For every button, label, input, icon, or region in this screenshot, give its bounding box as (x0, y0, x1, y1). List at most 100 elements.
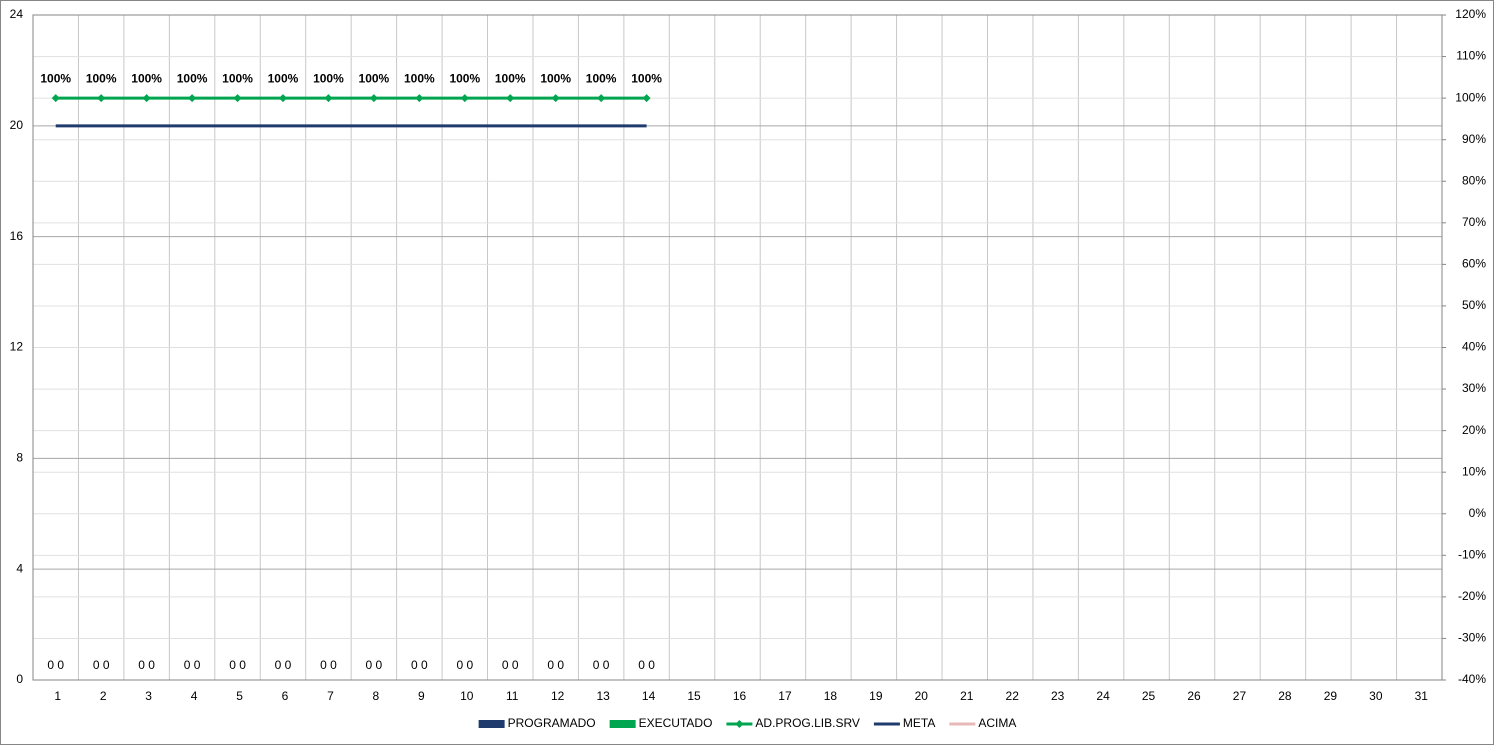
bar-label: 0 (229, 658, 236, 672)
legend-label: EXECUTADO (639, 716, 713, 730)
legend-item: PROGRAMADO (478, 716, 596, 730)
data-label: 100% (40, 71, 71, 85)
bar-label: 0 (557, 658, 564, 672)
legend-label: AD.PROG.LIB.SRV (755, 716, 859, 730)
bar-label: 0 (638, 658, 645, 672)
x-tick-label: 31 (1415, 689, 1429, 703)
x-tick-label: 14 (642, 689, 656, 703)
x-tick-label: 10 (460, 689, 474, 703)
y-tick-label: 24 (10, 7, 24, 21)
marker (97, 94, 106, 103)
data-label: 100% (540, 71, 571, 85)
x-tick-label: 4 (191, 689, 198, 703)
marker (597, 94, 606, 103)
y2-tick-label: 110% (1456, 49, 1486, 63)
marker (142, 94, 151, 103)
x-tick-label: 20 (915, 689, 929, 703)
data-label: 100% (177, 71, 208, 85)
legend-item: META (873, 716, 935, 730)
x-tick-label: 25 (1142, 689, 1156, 703)
bar-label: 0 (330, 658, 337, 672)
x-tick-label: 23 (1051, 689, 1065, 703)
bar-label: 0 (320, 658, 327, 672)
x-tick-label: 22 (1006, 689, 1020, 703)
bar-label: 0 (138, 658, 145, 672)
data-label: 100% (86, 71, 117, 85)
bar-label: 0 (512, 658, 519, 672)
legend-marker (735, 720, 744, 728)
y-tick-label: 12 (10, 340, 24, 354)
legend-item: AD.PROG.LIB.SRV (726, 716, 860, 730)
y2-tick-label: 120% (1455, 7, 1486, 21)
marker (51, 94, 60, 103)
data-label: 100% (268, 71, 299, 85)
x-tick-label: 18 (824, 689, 838, 703)
x-tick-label: 9 (418, 689, 425, 703)
bar-label: 0 (603, 658, 610, 672)
x-tick-label: 11 (506, 689, 519, 703)
x-tick-label: 26 (1187, 689, 1201, 703)
x-tick-label: 12 (551, 689, 565, 703)
data-label: 100% (449, 71, 480, 85)
legend-label: META (903, 716, 935, 730)
bar-label: 0 (103, 658, 110, 672)
bar-label: 0 (194, 658, 201, 672)
y2-tick-label: 70% (1462, 215, 1486, 229)
marker (324, 94, 333, 103)
y2-tick-label: 50% (1462, 298, 1486, 312)
legend-swatch (478, 720, 505, 728)
bar-label: 0 (593, 658, 600, 672)
y-tick-label: 16 (10, 229, 24, 243)
y-tick-label: 20 (10, 118, 24, 132)
marker (278, 94, 287, 103)
y2-tick-label: 60% (1462, 257, 1486, 271)
y2-tick-label: 40% (1462, 340, 1486, 354)
data-label: 100% (631, 71, 662, 85)
legend-label: PROGRAMADO (508, 716, 596, 730)
y2-tick-label: 10% (1462, 464, 1486, 478)
data-label: 100% (313, 71, 344, 85)
y2-tick-label: -10% (1458, 547, 1486, 561)
bar-label: 0 (239, 658, 246, 672)
bar-label: 0 (47, 658, 54, 672)
marker (642, 94, 651, 103)
x-tick-label: 21 (960, 689, 974, 703)
y2-tick-label: 20% (1462, 423, 1486, 437)
x-tick-label: 1 (54, 689, 61, 703)
y2-tick-label: 90% (1462, 132, 1486, 146)
x-tick-label: 24 (1096, 689, 1110, 703)
bar-label: 0 (275, 658, 282, 672)
marker (369, 94, 378, 103)
plot-border (32, 14, 1443, 681)
bar-label: 0 (411, 658, 418, 672)
bar-label: 0 (366, 658, 373, 672)
bar-label: 0 (285, 658, 292, 672)
bar-label: 0 (184, 658, 191, 672)
legend-swatch (609, 720, 636, 728)
data-label: 100% (359, 71, 390, 85)
x-tick-label: 3 (145, 689, 152, 703)
x-tick-label: 15 (687, 689, 701, 703)
legend-item: ACIMA (949, 716, 1016, 730)
marker (506, 94, 515, 103)
legend-item: EXECUTADO (609, 716, 713, 730)
bar-label: 0 (466, 658, 473, 672)
data-label: 100% (586, 71, 617, 85)
x-tick-label: 30 (1369, 689, 1383, 703)
marker (188, 94, 197, 103)
y2-tick-label: 30% (1462, 381, 1486, 395)
marker (415, 94, 424, 103)
y2-tick-label: 100% (1455, 90, 1486, 104)
bar-label: 0 (148, 658, 155, 672)
y2-tick-label: -30% (1458, 631, 1486, 645)
bar-label: 0 (376, 658, 383, 672)
data-label: 100% (495, 71, 526, 85)
data-label: 100% (404, 71, 435, 85)
bar-label: 0 (57, 658, 64, 672)
bar-label: 0 (93, 658, 100, 672)
x-tick-label: 6 (282, 689, 289, 703)
y2-tick-label: 0% (1469, 506, 1487, 520)
bar-label: 0 (502, 658, 509, 672)
x-tick-label: 8 (373, 689, 380, 703)
